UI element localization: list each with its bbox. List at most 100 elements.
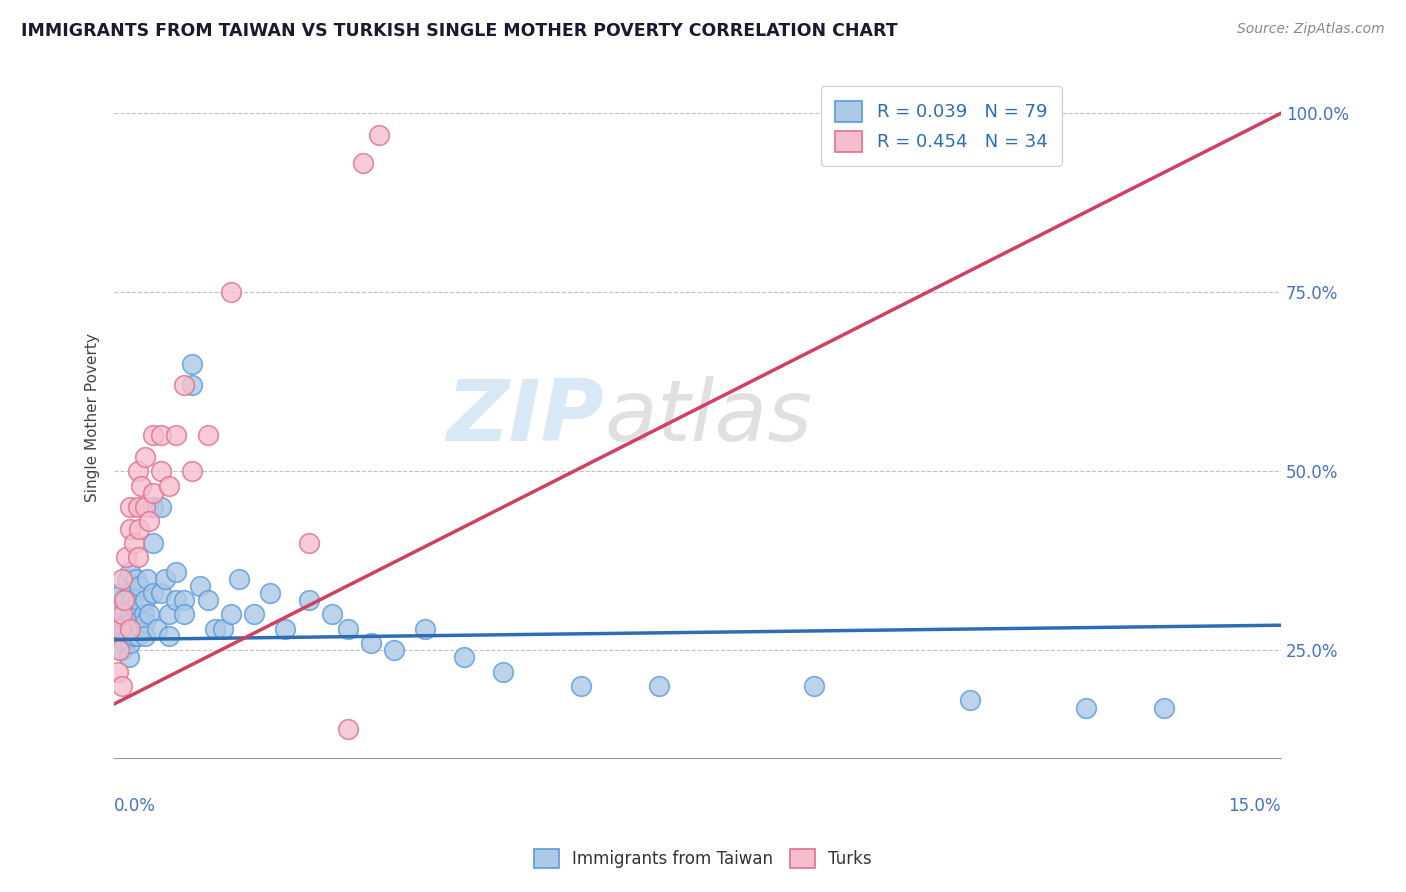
Point — [219, 607, 242, 622]
Point — [228, 572, 250, 586]
Point — [112, 622, 135, 636]
Point — [1076, 700, 1098, 714]
Point — [131, 622, 153, 636]
Point — [111, 586, 134, 600]
Point — [124, 622, 146, 636]
Point — [127, 593, 149, 607]
Point — [149, 464, 172, 478]
Point — [382, 643, 405, 657]
Text: 0.0%: 0.0% — [114, 797, 156, 814]
Point — [138, 607, 160, 622]
Point — [569, 679, 592, 693]
Point — [110, 636, 132, 650]
Point — [118, 622, 141, 636]
Point — [122, 600, 145, 615]
Point — [128, 579, 150, 593]
Point — [219, 285, 242, 300]
Point — [959, 693, 981, 707]
Point — [142, 586, 165, 600]
Point — [181, 378, 204, 392]
Point — [115, 550, 138, 565]
Point — [121, 593, 143, 607]
Point — [647, 679, 669, 693]
Point — [108, 607, 131, 622]
Point — [149, 586, 172, 600]
Point — [107, 665, 129, 679]
Point — [115, 593, 138, 607]
Point — [125, 572, 148, 586]
Point — [127, 615, 149, 629]
Point — [127, 500, 149, 514]
Point — [259, 586, 281, 600]
Point — [197, 428, 219, 442]
Point — [118, 636, 141, 650]
Point — [107, 629, 129, 643]
Point — [131, 478, 153, 492]
Point — [157, 478, 180, 492]
Text: 15.0%: 15.0% — [1229, 797, 1281, 814]
Point — [360, 636, 382, 650]
Point — [321, 607, 343, 622]
Point — [132, 607, 155, 622]
Legend: Immigrants from Taiwan, Turks: Immigrants from Taiwan, Turks — [527, 842, 879, 875]
Point — [138, 515, 160, 529]
Point — [115, 615, 138, 629]
Point — [173, 593, 195, 607]
Text: ZIP: ZIP — [447, 376, 605, 459]
Point — [188, 579, 211, 593]
Point — [142, 500, 165, 514]
Point — [157, 607, 180, 622]
Point — [243, 607, 266, 622]
Point — [142, 536, 165, 550]
Point — [110, 593, 132, 607]
Point — [142, 485, 165, 500]
Point — [111, 615, 134, 629]
Point — [118, 522, 141, 536]
Point — [181, 357, 204, 371]
Point — [181, 464, 204, 478]
Point — [173, 378, 195, 392]
Point — [134, 593, 156, 607]
Point — [112, 607, 135, 622]
Point — [367, 128, 389, 142]
Point — [134, 500, 156, 514]
Point — [134, 450, 156, 464]
Point — [173, 607, 195, 622]
Point — [298, 536, 321, 550]
Point — [127, 464, 149, 478]
Text: Source: ZipAtlas.com: Source: ZipAtlas.com — [1237, 22, 1385, 37]
Point — [110, 622, 132, 636]
Point — [492, 665, 515, 679]
Point — [120, 615, 142, 629]
Point — [197, 593, 219, 607]
Point — [117, 629, 139, 643]
Point — [149, 428, 172, 442]
Point — [165, 565, 187, 579]
Point — [415, 622, 437, 636]
Point — [128, 522, 150, 536]
Point — [803, 679, 825, 693]
Point — [153, 572, 176, 586]
Point — [108, 643, 131, 657]
Point — [134, 629, 156, 643]
Point — [127, 550, 149, 565]
Point — [108, 622, 131, 636]
Point — [111, 679, 134, 693]
Point — [212, 622, 235, 636]
Point — [111, 643, 134, 657]
Point — [1153, 700, 1175, 714]
Point — [165, 593, 187, 607]
Point — [117, 572, 139, 586]
Point — [165, 428, 187, 442]
Point — [298, 593, 321, 607]
Point — [453, 650, 475, 665]
Point — [118, 622, 141, 636]
Point — [336, 722, 359, 736]
Point — [118, 650, 141, 665]
Point — [204, 622, 226, 636]
Point — [114, 636, 136, 650]
Point — [111, 607, 134, 622]
Point — [157, 629, 180, 643]
Point — [135, 572, 157, 586]
Point — [142, 428, 165, 442]
